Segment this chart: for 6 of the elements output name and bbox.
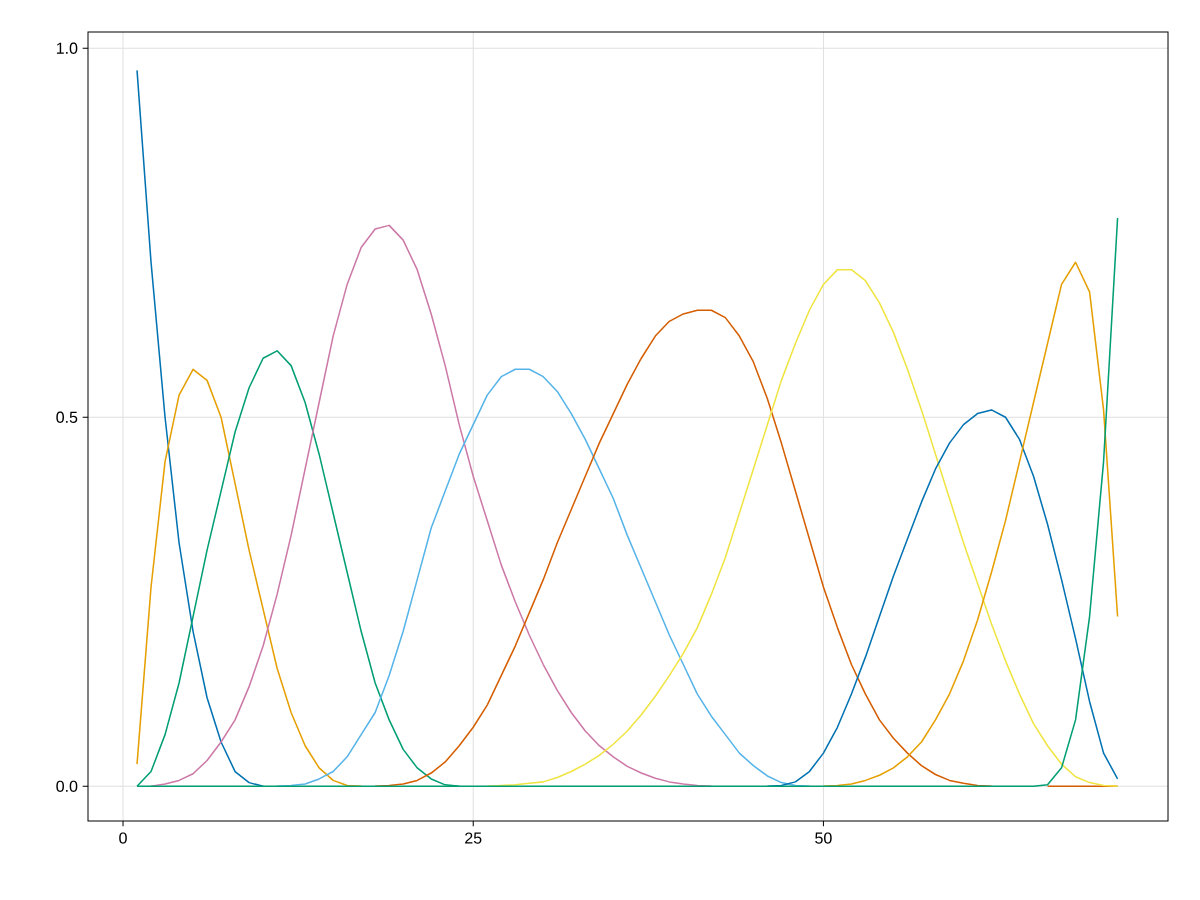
y-tick-label: 1.0 (56, 42, 78, 54)
y-tick-label: 0.5 (56, 411, 78, 423)
x-tick-label: 25 (465, 832, 482, 844)
x-tick-label: 0 (119, 832, 127, 844)
y-tick-label: 0.0 (56, 780, 78, 792)
x-tick-label: 50 (815, 832, 832, 844)
